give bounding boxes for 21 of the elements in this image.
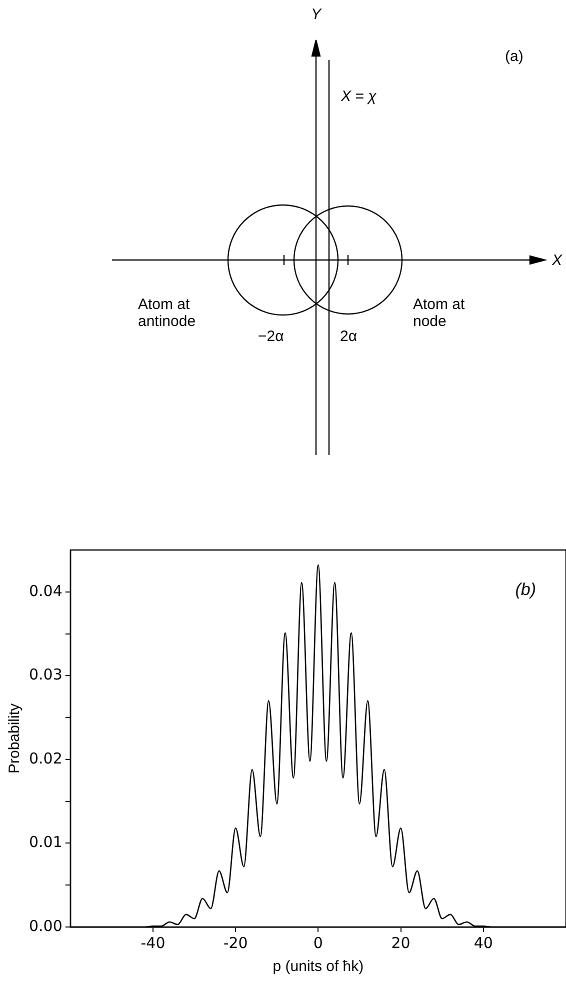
x-tick-label: 40: [474, 934, 493, 952]
x-tick-label: -20: [223, 934, 248, 952]
text: 2α: [340, 328, 358, 345]
text: (a): [505, 48, 524, 65]
x-axis-title: p (units of ħk): [272, 958, 364, 976]
text: X: [552, 252, 562, 269]
y-tick-label: 0.00: [28, 916, 62, 935]
text: Atom at node: [413, 296, 466, 330]
text: X = χ: [341, 88, 376, 105]
x-tick-label: -40: [140, 934, 166, 952]
text: −2α: [258, 328, 284, 345]
annotation: (b): [515, 580, 536, 600]
x-tick-label: 0: [313, 934, 323, 952]
y-tick-label: 0.01: [28, 833, 62, 852]
y-tick-label: 0.04: [28, 582, 62, 600]
y-axis-title: Probability: [6, 702, 24, 774]
text: Y: [311, 6, 322, 23]
text: Atom at antinode: [138, 296, 197, 330]
y-tick-label: 0.03: [28, 666, 62, 684]
x-tick-label: 20: [391, 934, 410, 952]
y-tick-label: 0.02: [28, 749, 62, 768]
